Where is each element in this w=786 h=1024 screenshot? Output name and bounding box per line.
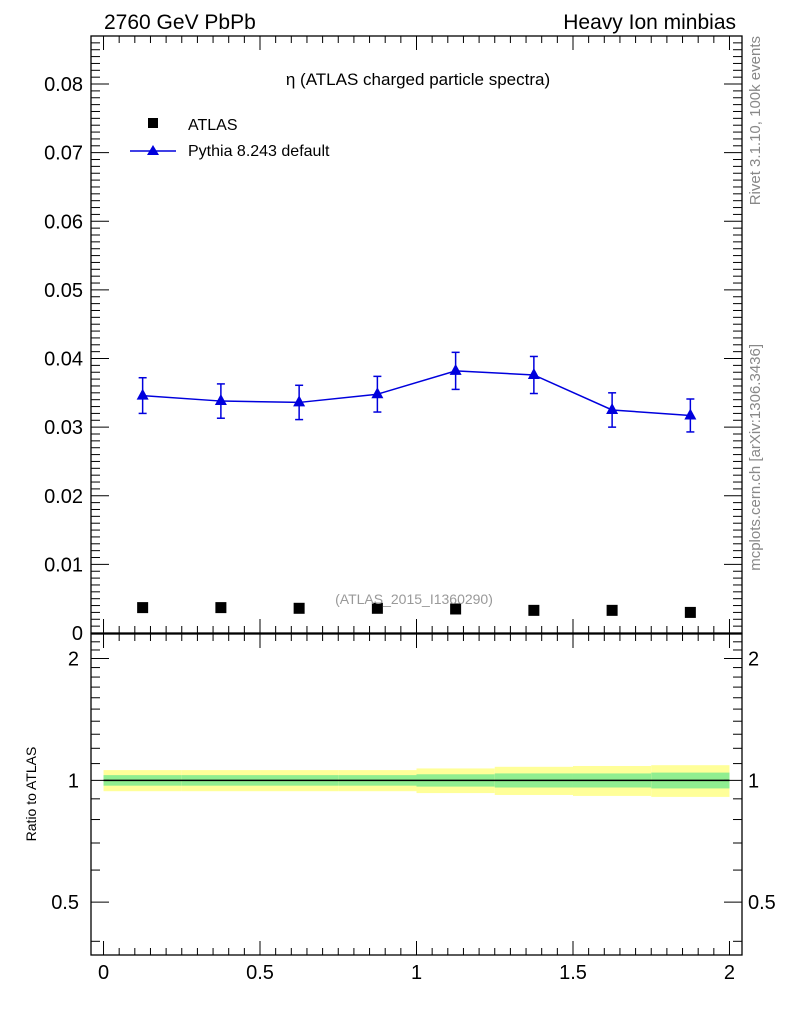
legend: ATLAS Pythia 8.243 default	[130, 117, 330, 160]
y-tick-label: 0.04	[44, 349, 83, 371]
x-tick-label: 2	[724, 962, 735, 984]
ratio-y-tick-label-right: 1	[748, 770, 759, 792]
atlas-data-point	[606, 604, 618, 616]
y-tick-label: 0.05	[44, 280, 83, 302]
legend-atlas-marker	[148, 118, 158, 128]
ratio-y-tick-label: 0.5	[51, 892, 79, 914]
legend-atlas-label: ATLAS	[188, 117, 238, 134]
legend-pythia-marker	[147, 145, 159, 155]
plot-title: η (ATLAS charged particle spectra)	[286, 70, 550, 89]
pythia-data-point	[293, 395, 306, 407]
atlas-data-point	[684, 606, 696, 618]
ratio-plot-panel: 0 0.5 1 1.5 2 0.5 0.5 1 1 2 2	[51, 633, 776, 984]
y-tick-label: 0.01	[44, 554, 83, 576]
pythia-data-point	[527, 367, 540, 379]
side-text-bottom: mcplots.cern.ch [arXiv:1306.3436]	[747, 344, 764, 571]
atlas-data-point	[528, 604, 540, 616]
ratio-y-tick-label-right: 2	[748, 649, 759, 671]
pythia-data-point	[214, 394, 227, 406]
atlas-data-point	[371, 602, 383, 614]
atlas-data-point	[215, 602, 227, 614]
atlas-data-point	[450, 603, 462, 615]
atlas-data-point	[293, 602, 305, 614]
y-tick-label: 0.06	[44, 211, 83, 233]
pythia-series-line	[142, 370, 691, 417]
x-tick-label: 0.5	[246, 962, 274, 984]
y-tick-label: 0	[72, 623, 83, 645]
x-tick-label: 0	[98, 962, 109, 984]
y-tick-label: 0.03	[44, 417, 83, 439]
ratio-ylabel: Ratio to ATLAS	[23, 747, 39, 842]
pythia-data-point	[684, 408, 697, 420]
pythia-data-point	[371, 387, 384, 399]
ratio-y-tick-label: 1	[68, 770, 79, 792]
legend-pythia-label: Pythia 8.243 default	[188, 143, 330, 160]
header-left: 2760 GeV PbPb	[104, 11, 256, 34]
ratio-y-tick-label-right: 0.5	[748, 892, 776, 914]
main-plot-panel: 0 0.01 0.02 0.03 0.04 0.05 0.06 0.07 0.08	[44, 35, 743, 645]
y-tick-label: 0.08	[44, 74, 83, 96]
atlas-data-point	[137, 602, 149, 614]
side-text-top: Rivet 3.1.10, 100k events	[747, 36, 764, 205]
header-right: Heavy Ion minbias	[563, 11, 736, 34]
pythia-data-point	[606, 402, 619, 414]
y-tick-label: 0.07	[44, 143, 83, 165]
x-tick-label: 1.5	[559, 962, 587, 984]
pythia-data-point	[136, 388, 149, 400]
y-tick-label: 0.02	[44, 486, 83, 508]
ratio-y-tick-label: 2	[68, 649, 79, 671]
pythia-data-point	[449, 363, 462, 375]
analysis-watermark: (ATLAS_2015_I1360290)	[335, 591, 493, 607]
x-tick-label: 1	[411, 962, 422, 984]
